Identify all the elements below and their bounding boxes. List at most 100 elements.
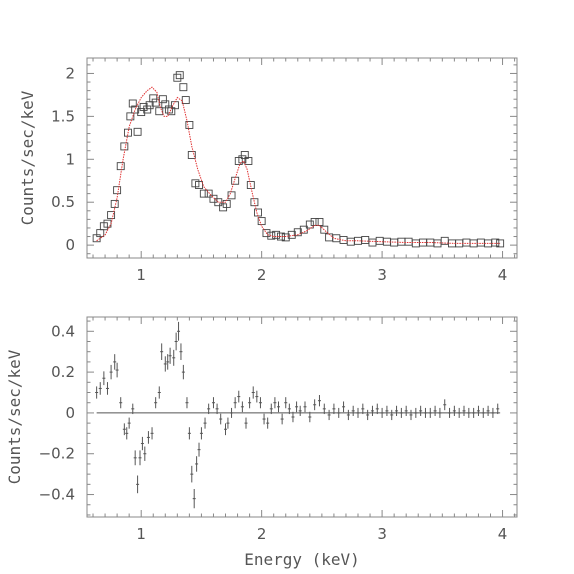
residual-point xyxy=(224,423,228,436)
y-tick-label: 1 xyxy=(65,150,75,168)
data-point xyxy=(250,198,259,207)
data-point xyxy=(404,237,413,246)
y-tick-label: 1.5 xyxy=(51,107,75,125)
residual-point xyxy=(399,407,403,418)
residual-point xyxy=(119,397,123,409)
residual-point xyxy=(390,409,394,421)
residual-point xyxy=(457,407,461,418)
data-point xyxy=(339,236,348,244)
data-point xyxy=(124,128,132,137)
residual-point xyxy=(266,417,270,429)
data-point xyxy=(126,112,135,121)
residual-point xyxy=(303,401,307,413)
residual-point xyxy=(409,409,413,421)
data-point xyxy=(149,94,158,103)
residual-point xyxy=(177,321,181,341)
residual-point xyxy=(190,465,194,483)
data-point xyxy=(375,236,384,245)
residual-point xyxy=(385,405,389,416)
residual-point xyxy=(207,403,211,415)
data-point xyxy=(214,198,223,207)
y-tick-label: −0.2 xyxy=(39,445,75,463)
residual-point xyxy=(143,446,147,461)
residual-point xyxy=(255,390,259,403)
data-point xyxy=(155,107,164,116)
residual-point xyxy=(248,397,252,409)
residual-point xyxy=(95,386,99,399)
data-point xyxy=(305,220,314,229)
residual-point xyxy=(258,397,262,409)
x-axis-title: Energy (keV) xyxy=(244,550,360,569)
residual-point xyxy=(337,407,341,418)
data-point xyxy=(433,239,442,248)
residual-point xyxy=(269,403,273,415)
residual-point xyxy=(244,417,248,429)
residual-point xyxy=(172,349,176,366)
data-point xyxy=(131,105,140,114)
residual-point xyxy=(295,401,299,413)
residual-point xyxy=(138,450,142,466)
y-tick-label: 2 xyxy=(65,64,75,82)
data-point xyxy=(116,162,125,171)
y-tick-label: 0.5 xyxy=(51,193,75,211)
residual-point xyxy=(414,407,418,418)
residual-point xyxy=(131,403,135,415)
data-point xyxy=(332,234,341,243)
residual-point xyxy=(287,403,291,415)
residual-point xyxy=(199,427,203,440)
x-tick-label: 4 xyxy=(498,266,508,284)
spectrum-panel: 1 2 3 4 0 0.5 1 1.5 2 Counts/sec/keV xyxy=(18,57,518,284)
residual-point xyxy=(332,403,336,415)
residual-point xyxy=(230,407,234,418)
data-point xyxy=(244,157,253,165)
residuals-panel: 1 2 3 4 −0.4 −0.2 0 0.2 0.4 Counts/sec/keV Energy … xyxy=(5,316,518,569)
residual-point xyxy=(351,405,355,416)
data-point xyxy=(476,238,485,247)
residual-point xyxy=(262,413,266,425)
data-point xyxy=(390,238,399,247)
data-point xyxy=(227,191,236,200)
residual-point xyxy=(203,417,207,429)
plot-frame xyxy=(86,57,518,259)
residual-point xyxy=(380,407,384,418)
data-point xyxy=(110,199,119,208)
residual-point xyxy=(277,401,281,413)
residual-point xyxy=(160,343,164,360)
residual-point xyxy=(327,409,331,421)
residual-point xyxy=(428,407,432,418)
x-tick-label: 3 xyxy=(377,266,387,284)
residual-point xyxy=(109,364,113,380)
residual-point xyxy=(150,427,154,440)
residual-point xyxy=(308,411,312,423)
residual-point xyxy=(481,407,485,418)
residual-point xyxy=(317,395,321,407)
residual-point xyxy=(237,390,241,403)
data-point xyxy=(315,217,324,226)
data-point xyxy=(325,233,334,242)
data-point xyxy=(185,121,194,129)
data-point xyxy=(397,237,406,246)
residual-point xyxy=(366,409,370,421)
y-axis-title: Counts/sec/keV xyxy=(5,349,24,484)
data-point xyxy=(179,83,188,92)
x-tick-label: 1 xyxy=(136,525,146,543)
residual-point xyxy=(476,405,480,416)
residual-point xyxy=(486,405,490,416)
residual-point xyxy=(322,403,326,415)
data-point xyxy=(267,231,276,240)
data-point xyxy=(462,238,471,247)
residual-point xyxy=(342,401,346,413)
data-point xyxy=(257,217,266,226)
data-point xyxy=(281,233,290,242)
data-point xyxy=(113,186,122,195)
residual-point xyxy=(467,407,471,418)
y-tick-label: 0 xyxy=(65,236,75,254)
residual-point xyxy=(174,332,178,351)
data-point xyxy=(368,238,377,247)
residual-point xyxy=(166,354,170,370)
residual-point xyxy=(438,407,442,418)
residual-point xyxy=(185,397,189,409)
residual-point xyxy=(125,427,129,440)
residual-point xyxy=(113,354,117,370)
